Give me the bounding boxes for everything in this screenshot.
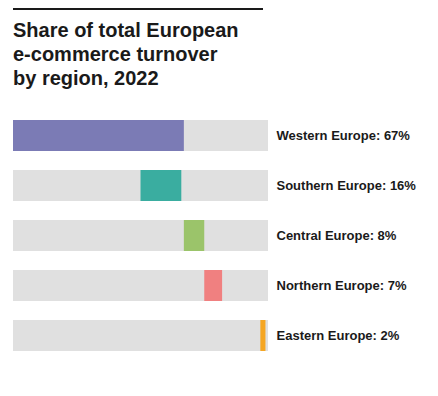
svg-text:Northern Europe: 7%: Northern Europe: 7% [277,278,407,293]
svg-text:Southern Europe: 16%: Southern Europe: 16% [277,178,417,193]
svg-text:Eastern Europe: 2%: Eastern Europe: 2% [277,328,400,343]
svg-text:Western Europe: 67%: Western Europe: 67% [277,128,411,143]
html-text:Share of total European e-comm: Share of total European e-commerce turno… [13,19,239,89]
svg-text:Central Europe: 8%: Central Europe: 8% [277,228,397,243]
